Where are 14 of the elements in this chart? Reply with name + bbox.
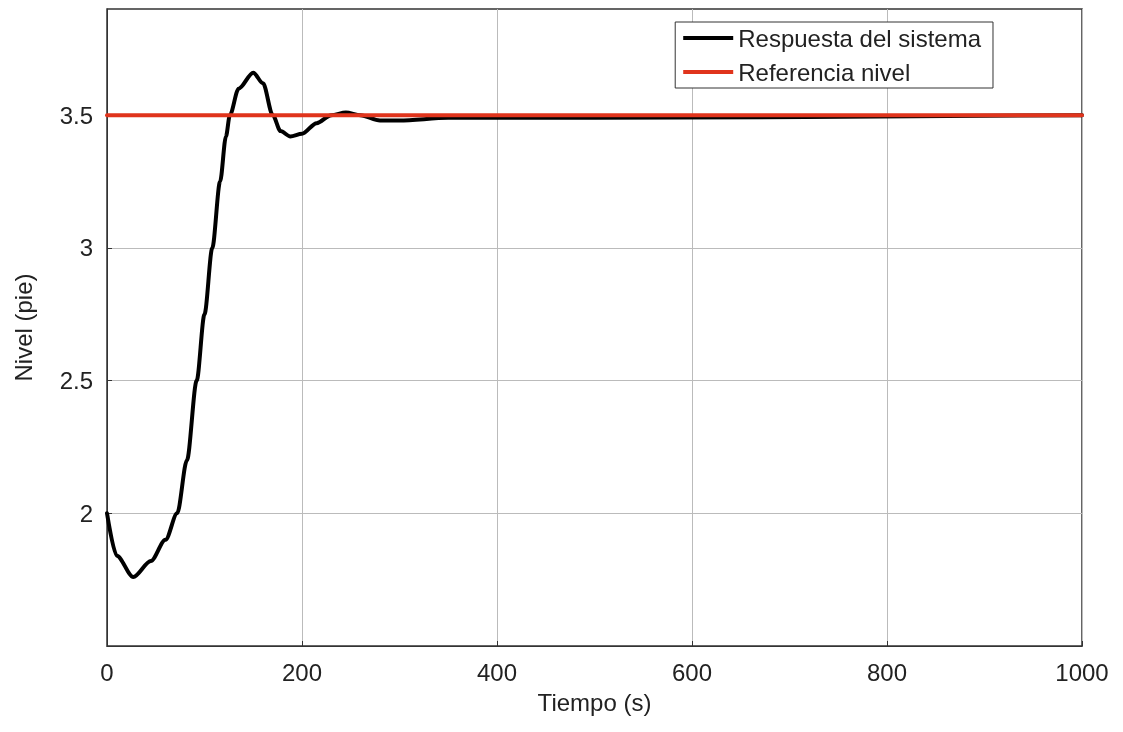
y-tick-label: 2 (79, 499, 93, 527)
x-tick-label: 200 (281, 658, 323, 686)
x-tick-label: 400 (476, 658, 518, 686)
y-axis-title: Nivel (pie) (9, 273, 37, 382)
x-tick-label: 600 (671, 658, 713, 686)
legend-label: Referencia nivel (738, 58, 911, 86)
legend-label: Respuesta del sistema (738, 24, 982, 52)
y-tick-label: 3 (79, 234, 93, 262)
x-tick-label: 800 (866, 658, 908, 686)
y-tick-label: 3.5 (59, 101, 93, 129)
x-tick-label: 0 (100, 658, 114, 686)
x-tick-label: 1000 (1055, 658, 1109, 686)
x-axis-title: Tiempo (s) (537, 688, 652, 716)
y-tick-label: 2.5 (59, 367, 93, 395)
